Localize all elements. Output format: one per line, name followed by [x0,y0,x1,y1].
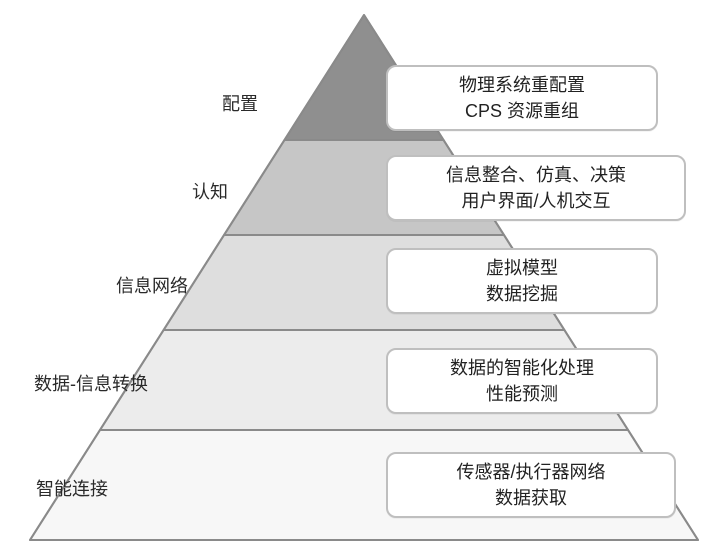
card-line: 虚拟模型 [486,255,558,281]
card-line: 数据获取 [495,485,567,511]
card-line: 物理系统重配置 [459,72,585,98]
card-line: 传感器/执行器网络 [456,459,605,485]
level-label-1: 认知 [192,178,228,204]
level-card-2: 虚拟模型 数据挖掘 [386,248,658,314]
card-line: 数据的智能化处理 [450,355,594,381]
level-label-4: 智能连接 [36,475,108,501]
level-card-0: 物理系统重配置 CPS 资源重组 [386,65,658,131]
card-line: CPS 资源重组 [465,98,579,124]
level-label-0: 配置 [222,90,258,116]
level-label-2: 信息网络 [116,272,188,298]
card-line: 性能预测 [486,381,558,407]
card-line: 用户界面/人机交互 [461,188,610,214]
level-card-1: 信息整合、仿真、决策 用户界面/人机交互 [386,155,686,221]
level-card-4: 传感器/执行器网络 数据获取 [386,452,676,518]
pyramid-diagram: { "diagram": { "type": "pyramid", "canva… [0,0,728,560]
level-card-3: 数据的智能化处理 性能预测 [386,348,658,414]
card-line: 信息整合、仿真、决策 [446,162,626,188]
card-line: 数据挖掘 [486,281,558,307]
level-label-3: 数据-信息转换 [34,370,148,396]
